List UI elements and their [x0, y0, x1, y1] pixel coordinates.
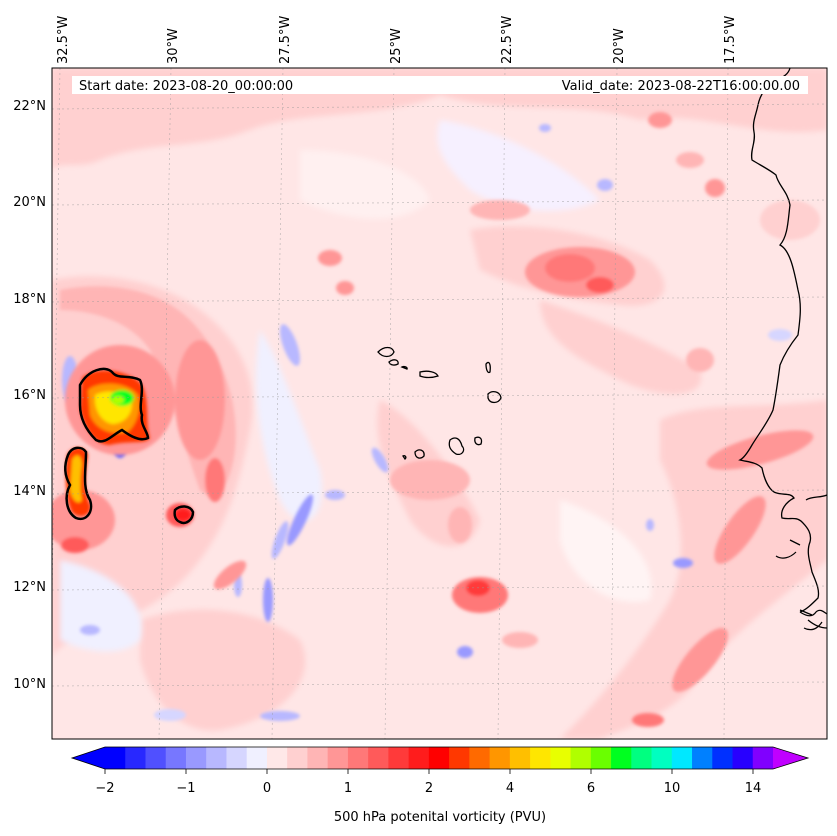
- lat-label-10n: 10°N: [13, 677, 46, 692]
- lon-label-27-5w: 27.5°W: [278, 16, 293, 64]
- lon-label-32-5w: 32.5°W: [56, 16, 71, 64]
- map-frame: [51, 67, 828, 740]
- colorbar-segment: [428, 747, 450, 769]
- lat-label-14n: 14°N: [13, 484, 46, 499]
- colorbar-segment: [287, 747, 308, 769]
- colorbar-segment: [307, 747, 329, 769]
- colorbar-tick-label: 2: [425, 781, 433, 796]
- colorbar-segment: [712, 747, 733, 769]
- colorbar-segment: [165, 747, 187, 769]
- colorbar-segment: [388, 747, 410, 769]
- colorbar-segment: [530, 747, 551, 769]
- pv-field-negative-patches: [62, 124, 792, 721]
- pv-field-neutral-patches: [60, 120, 652, 652]
- colorbar-tick-label: 1: [344, 781, 352, 796]
- colorbar-segments: [105, 747, 774, 769]
- colorbar-segment: [651, 747, 673, 769]
- colorbar-segment: [671, 747, 693, 769]
- colorbar-tick-label: −2: [95, 781, 114, 796]
- colorbar-segment: [368, 747, 389, 769]
- colorbar-segment: [611, 747, 632, 769]
- map-panel: [52, 68, 827, 739]
- pv-contours: [64, 367, 195, 525]
- colorbar-segment: [246, 747, 268, 769]
- latitude-labels: 22°N 20°N 18°N 16°N 14°N 12°N 10°N: [13, 99, 46, 692]
- colorbar-segment: [732, 747, 754, 769]
- colorbar-segment: [105, 747, 126, 769]
- colorbar-extend-low: [72, 747, 105, 769]
- colorbar-segment: [449, 747, 470, 769]
- lat-label-22n: 22°N: [13, 99, 46, 114]
- colorbar-tick-label: 6: [587, 781, 595, 796]
- colorbar-segment: [206, 747, 227, 769]
- colorbar-segment: [408, 747, 430, 769]
- lon-label-20w: 20°W: [612, 28, 627, 64]
- lon-label-17-5w: 17.5°W: [723, 16, 738, 64]
- colorbar-tick-label: 14: [745, 781, 762, 796]
- coastline-detail: [775, 551, 827, 631]
- colorbar-segment: [489, 747, 511, 769]
- colorbar-segment: [145, 747, 167, 769]
- colorbar-tick-label: −1: [176, 781, 195, 796]
- colorbar-tick-label: 4: [506, 781, 514, 796]
- colorbar-tick-label: 10: [664, 781, 681, 796]
- header-box: [72, 76, 808, 94]
- lat-label-20n: 20°N: [13, 195, 46, 210]
- colorbar-extend-high: [773, 747, 808, 769]
- cape-verde-islands: [377, 346, 502, 461]
- start-date-label: Start date: 2023-08-20_00:00:00: [79, 79, 293, 94]
- colorbar-segment: [570, 747, 592, 769]
- colorbar-segment: [550, 747, 571, 769]
- colorbar-segment: [590, 747, 612, 769]
- lon-label-30w: 30°W: [166, 28, 181, 64]
- valid-date-label: Valid_date: 2023-08-22T16:00:00.00: [562, 79, 800, 94]
- colorbar-segment: [266, 747, 288, 769]
- lon-label-22-5w: 22.5°W: [500, 16, 515, 64]
- colorbar-label: 500 hPa potenital vorticity (PVU): [334, 810, 546, 825]
- colorbar-segment: [752, 747, 774, 769]
- colorbar-segment: [125, 747, 146, 769]
- colorbar-tick-label: 0: [263, 781, 271, 796]
- longitude-labels: 32.5°W 30°W 27.5°W 25°W 22.5°W 20°W 17.5…: [56, 16, 738, 64]
- pv-field-positive-features: [52, 112, 820, 727]
- gridlines: [52, 68, 827, 739]
- lat-label-12n: 12°N: [13, 580, 46, 595]
- lat-label-16n: 16°N: [13, 388, 46, 403]
- colorbar-segment: [631, 747, 652, 769]
- colorbar: −2 −1 0 1 2 4 6 10 14 500 hPa potenital vorticit…: [70, 746, 810, 825]
- lon-label-25w: 25°W: [389, 28, 404, 64]
- colorbar-segment: [327, 747, 349, 769]
- lat-label-18n: 18°N: [13, 292, 46, 307]
- pv-intense-core: [65, 370, 191, 521]
- colorbar-segment: [226, 747, 248, 769]
- colorbar-segment: [469, 747, 490, 769]
- colorbar-segment: [347, 747, 369, 769]
- colorbar-segment: [509, 747, 531, 769]
- colorbar-segment: [185, 747, 207, 769]
- african-coastline: [738, 68, 827, 629]
- colorbar-segment: [692, 747, 713, 769]
- colorbar-ticks: −2 −1 0 1 2 4 6 10 14: [95, 769, 761, 796]
